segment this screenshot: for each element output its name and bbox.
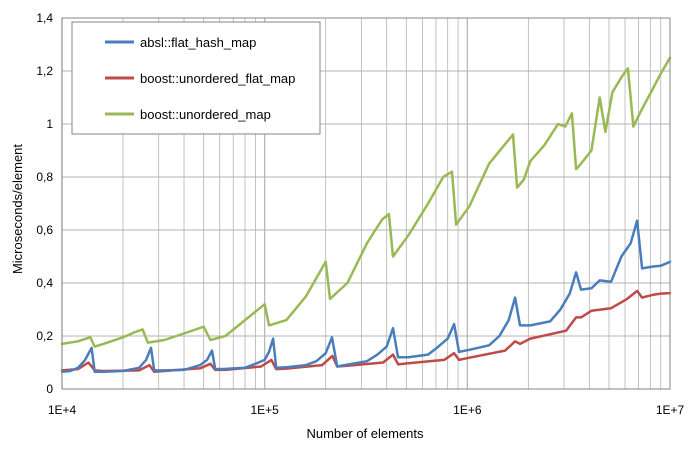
- x-tick-label: 1E+6: [453, 403, 482, 417]
- series-lines: [60, 56, 672, 374]
- y-tick-label: 1,2: [36, 64, 53, 78]
- series-line: [60, 289, 672, 374]
- y-tick-label: 0,2: [36, 329, 53, 343]
- x-tick-label: 1E+7: [656, 403, 685, 417]
- y-tick-label: 0,6: [36, 223, 53, 237]
- series-line: [60, 219, 672, 374]
- series-line: [60, 56, 672, 348]
- x-tick-label: 1E+5: [250, 403, 279, 417]
- legend: absl::flat_hash_mapboost::unordered_flat…: [71, 21, 321, 135]
- x-axis-label: Number of elements: [306, 426, 424, 441]
- x-tick-labels: 1E+4 1E+5 1E+6 1E+7: [48, 403, 685, 417]
- y-tick-label: 0,4: [36, 276, 53, 290]
- legend-label: boost::unordered_flat_map: [140, 71, 295, 86]
- y-tick-label: 0: [46, 382, 53, 396]
- y-tick-label: 1: [46, 117, 53, 131]
- legend-label: absl::flat_hash_map: [140, 35, 256, 50]
- y-tick-labels: 0 0,2 0,4 0,6 0,8 1 1,2 1,4: [36, 11, 53, 396]
- y-axis-label: Microseconds/element: [10, 144, 25, 274]
- y-tick-label: 1,4: [36, 11, 53, 25]
- y-tick-label: 0,8: [36, 170, 53, 184]
- plot-border: [61, 17, 671, 390]
- legend-label: boost::unordered_map: [140, 107, 271, 122]
- x-tick-label: 1E+4: [48, 403, 77, 417]
